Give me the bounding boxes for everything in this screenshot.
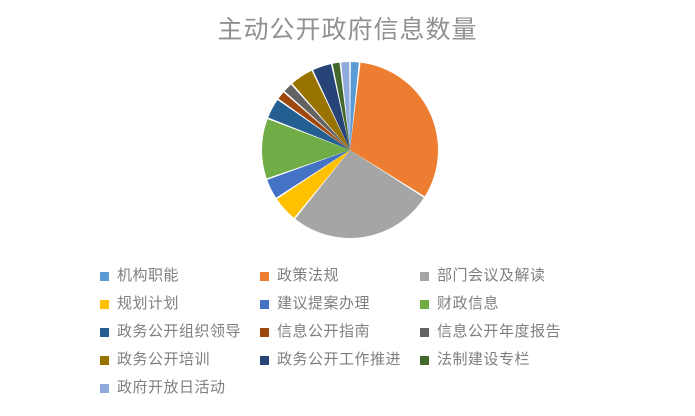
legend-swatch-icon [100, 271, 109, 281]
legend-item-label: 信息公开年度报告 [437, 323, 562, 340]
pie-slice[interactable] [295, 150, 424, 238]
legend-row: 规划计划 建议提案办理 财政信息 [100, 290, 660, 318]
legend-swatch-icon [260, 327, 269, 337]
pie-slice[interactable] [350, 62, 439, 197]
legend-item-label: 规划计划 [117, 295, 180, 312]
legend-swatch-icon [100, 327, 109, 337]
pie-slice[interactable] [278, 92, 350, 150]
legend-item-1[interactable]: 政策法规 [260, 262, 339, 290]
pie-slice[interactable] [284, 84, 350, 150]
legend-item-label: 财政信息 [437, 295, 500, 312]
legend-item-4[interactable]: 建议提案办理 [260, 290, 370, 318]
legend-row: 机构职能 政策法规 部门会议及解读 [100, 262, 660, 290]
legend-swatch-icon [100, 299, 109, 309]
legend-item-label: 建议提案办理 [277, 295, 371, 312]
chart-legend: 机构职能 政策法规 部门会议及解读规划计划 建议提案办理 财政信息政务公开组织领导 信息公… [100, 262, 660, 402]
legend-item-label: 机构职能 [117, 267, 180, 284]
legend-item-9[interactable]: 政务公开培训 [100, 346, 210, 374]
pie-svg [262, 62, 439, 238]
legend-row: 政府开放日活动 [100, 374, 660, 402]
pie-slice[interactable] [262, 119, 350, 179]
legend-item-label: 政务公开组织领导 [117, 323, 242, 340]
legend-swatch-icon [260, 271, 269, 281]
legend-item-label: 政务公开培训 [117, 351, 211, 368]
pie-plot-area [262, 62, 439, 238]
legend-item-label: 政务公开工作推进 [277, 351, 402, 368]
legend-item-6[interactable]: 政务公开组织领导 [100, 318, 241, 346]
legend-swatch-icon [100, 355, 109, 365]
legend-item-2[interactable]: 部门会议及解读 [420, 262, 546, 290]
legend-item-label: 政府开放日活动 [117, 379, 226, 396]
pie-slice[interactable] [350, 62, 359, 150]
legend-item-5[interactable]: 财政信息 [420, 290, 499, 318]
legend-row: 政务公开培训 政务公开工作推进 法制建设专栏 [100, 346, 660, 374]
pie-slice[interactable] [277, 150, 350, 218]
legend-item-8[interactable]: 信息公开年度报告 [420, 318, 561, 346]
chart-title: 主动公开政府信息数量 [217, 16, 478, 44]
legend-swatch-icon [100, 383, 109, 393]
legend-swatch-icon [260, 355, 269, 365]
pie-slice[interactable] [332, 62, 350, 150]
legend-item-label: 政策法规 [277, 267, 340, 284]
legend-swatch-icon [420, 327, 429, 337]
legend-row: 政务公开组织领导 信息公开指南 信息公开年度报告 [100, 318, 660, 346]
legend-item-0[interactable]: 机构职能 [100, 262, 179, 290]
pie-slices-group [262, 62, 439, 238]
legend-swatch-icon [260, 299, 269, 309]
legend-swatch-icon [420, 299, 429, 309]
legend-swatch-icon [420, 355, 429, 365]
legend-swatch-icon [420, 271, 429, 281]
legend-item-12[interactable]: 政府开放日活动 [100, 374, 226, 402]
legend-item-11[interactable]: 法制建设专栏 [420, 346, 530, 374]
pie-slice[interactable] [268, 100, 350, 150]
legend-item-3[interactable]: 规划计划 [100, 290, 179, 318]
pie-slice[interactable] [313, 64, 350, 150]
legend-item-label: 信息公开指南 [277, 323, 371, 340]
pie-slice[interactable] [341, 62, 350, 150]
pie-slice[interactable] [267, 150, 350, 198]
legend-item-7[interactable]: 信息公开指南 [260, 318, 370, 346]
legend-item-label: 部门会议及解读 [437, 267, 546, 284]
legend-item-label: 法制建设专栏 [437, 351, 531, 368]
legend-item-10[interactable]: 政务公开工作推进 [260, 346, 401, 374]
pie-slice[interactable] [292, 70, 350, 150]
